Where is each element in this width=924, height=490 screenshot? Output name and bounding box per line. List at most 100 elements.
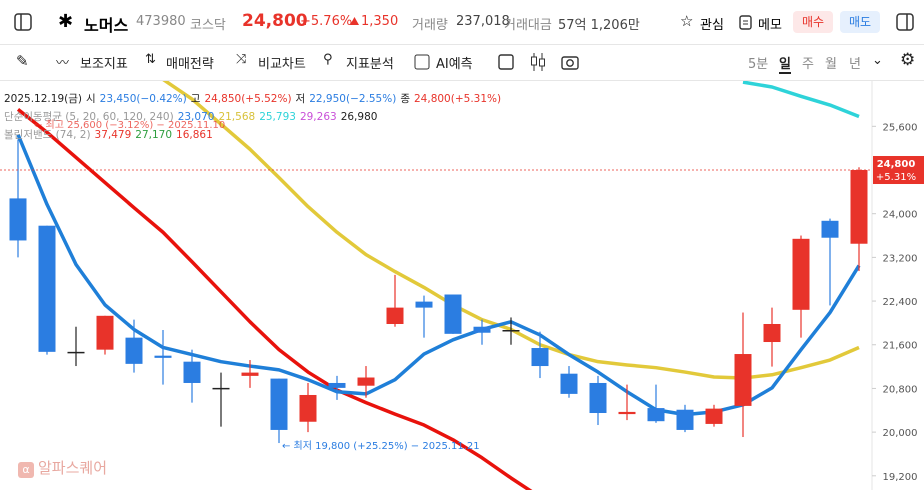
ma-value: 26,980	[340, 111, 378, 123]
ma-line	[16, 133, 861, 417]
candle-icon[interactable]	[530, 52, 546, 72]
candle-body	[125, 337, 143, 364]
tool-item[interactable]: 비교차트	[258, 57, 306, 72]
candle-body	[386, 307, 404, 324]
price: 24,800	[242, 11, 308, 31]
stock-code: 473980	[136, 14, 186, 29]
ohlc-date: 2025.12.19(금)	[4, 93, 82, 105]
memo-button[interactable]: 메모	[758, 18, 782, 33]
ma-line	[742, 81, 860, 119]
ma-label: 단순이동평균 (5, 20, 60, 120, 240)	[4, 111, 174, 123]
candle-body	[38, 225, 56, 352]
y-tick-label: 20,800	[883, 384, 918, 395]
sell-button[interactable]: 매도	[840, 11, 880, 33]
tool-icon[interactable]: ⤨	[236, 52, 247, 67]
y-tick-label: 22,400	[883, 297, 918, 308]
candle-body	[560, 373, 578, 394]
market: 코스닥	[190, 18, 226, 33]
candle-body	[676, 409, 694, 430]
candle-body	[821, 220, 839, 238]
watch-icon[interactable]: ☆	[680, 12, 694, 30]
ma-line: 단순이동평균 (5, 20, 60, 120, 240) 23,070 21,568…	[4, 108, 505, 126]
header: ✱ 노머스 473980 코스닥 24,800 +5.76% 1,350 거래량…	[0, 0, 924, 45]
candle-body	[270, 378, 288, 430]
tool-item[interactable]: AI예측	[436, 57, 473, 72]
amount: 57억 1,206만	[558, 18, 640, 33]
candle-body	[241, 372, 259, 376]
candle-body	[531, 348, 549, 367]
last-price-box	[873, 156, 924, 185]
candle-body	[444, 294, 462, 334]
buy-button[interactable]: 매수	[793, 11, 833, 33]
y-tick-label: 25,600	[883, 122, 918, 133]
tool-item[interactable]: 보조지표	[80, 57, 128, 72]
candle-body	[792, 238, 810, 310]
y-tick-label: 21,600	[883, 341, 918, 352]
ohlc-change: (−0.42%)	[136, 93, 187, 105]
period[interactable]: 년	[849, 57, 861, 72]
tool-icon[interactable]: ⇅	[145, 52, 156, 67]
ohlc-label: 종	[400, 93, 410, 105]
watch-button[interactable]: 관심	[700, 18, 724, 33]
square-icon[interactable]	[498, 54, 514, 70]
camera-icon[interactable]	[561, 54, 579, 70]
period[interactable]: 주	[802, 57, 814, 72]
period-active[interactable]: 일	[779, 53, 791, 74]
candle-body	[473, 326, 491, 333]
star-icon: ✱	[58, 11, 74, 32]
tool-icon[interactable]: ⚲	[323, 52, 333, 67]
candle-body	[647, 408, 665, 422]
low-note: ← 최저 19,800 (+25.25%) − 2025.11.21	[282, 441, 480, 452]
y-tick-label: 20,000	[883, 428, 918, 439]
bb-value: 37,479	[94, 129, 132, 141]
watermark: α 알파스퀘어	[18, 457, 107, 478]
ma-value: 29,263	[299, 111, 337, 123]
ohlc-value: 23,450	[99, 93, 137, 105]
last-price-label: 24,800	[877, 159, 916, 170]
y-tick-label: 24,000	[883, 210, 918, 221]
toolbar: ✎ 〰 보조지표 ⇅ 매매전략 ⤨ 비교차트 ⚲ 지표분석 AI예측 5분 일 …	[0, 44, 924, 81]
ohlc-value: 24,850	[204, 93, 242, 105]
stock-name: 노머스	[84, 16, 129, 35]
tool-item[interactable]: 지표분석	[346, 57, 394, 72]
bb-value: 16,861	[176, 129, 213, 141]
memo-icon[interactable]	[739, 14, 752, 30]
change: 1,350	[361, 14, 399, 29]
candle-body	[589, 382, 607, 414]
up-triangle	[350, 17, 359, 25]
ohlc-label: 시	[85, 93, 96, 105]
high-note: ← 최고 25,600 (−3.12%) − 2025.11.10	[34, 120, 226, 131]
bb-line: 볼린저밴드 (74, 2) 37,479 27,170 16,861	[4, 126, 505, 144]
change-pct: +5.76%	[300, 14, 353, 29]
candle-body	[212, 387, 230, 390]
chevron[interactable]: ⌄	[872, 53, 883, 68]
ohlc-line: 2025.12.19(금) 시 23,450(−0.42%) 고 24,850(+5.5…	[4, 90, 505, 108]
candle-body	[357, 377, 375, 386]
tool-icon[interactable]: 〰	[56, 56, 70, 71]
ma-value: 25,793	[259, 111, 296, 123]
candle-body	[763, 323, 781, 343]
ohlc-value: 24,800	[414, 93, 451, 105]
period[interactable]: 5분	[748, 57, 769, 72]
candle-body	[328, 382, 346, 388]
ma-line	[16, 108, 533, 490]
last-price-change: +5.31%	[876, 172, 916, 183]
candle-body	[734, 354, 752, 406]
panel-icon[interactable]	[896, 13, 914, 31]
ai-icon[interactable]	[414, 54, 430, 70]
bb-label: 볼린저밴드 (74, 2)	[4, 129, 91, 141]
settings-icon[interactable]: ⚙	[900, 50, 916, 70]
period[interactable]: 월	[825, 57, 837, 72]
candle-body	[705, 408, 723, 424]
tool-item[interactable]: 매매전략	[166, 57, 214, 72]
draw-icon[interactable]: ✎	[16, 52, 29, 70]
candle-body	[67, 351, 85, 354]
ohlc-change: (+5.31%)	[450, 93, 502, 105]
ma-value: 21,568	[218, 111, 256, 123]
bb-value: 27,170	[135, 129, 173, 141]
layout-icon[interactable]	[14, 13, 32, 31]
candle-body	[502, 330, 520, 332]
y-tick-label: 19,200	[883, 472, 918, 483]
candle-body	[154, 355, 172, 358]
